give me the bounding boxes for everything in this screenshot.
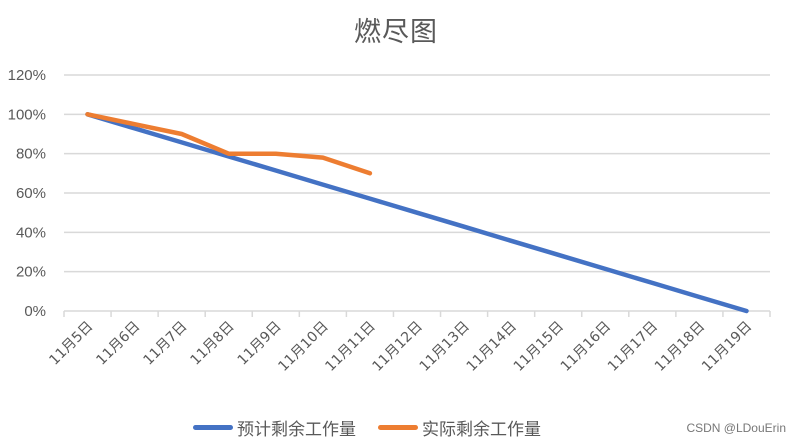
y-tick-label: 120% (8, 67, 46, 84)
x-tick-label: 11月7日 (140, 319, 190, 369)
x-tick-label: 11月14日 (464, 319, 520, 375)
x-tick-label: 11月6日 (93, 319, 143, 369)
x-tick-label: 11月5日 (46, 319, 96, 369)
x-tick-label: 11月10日 (275, 319, 331, 375)
watermark: CSDN @LDouErin (686, 421, 786, 435)
legend-swatch-actual (378, 425, 418, 430)
x-tick-label: 11月11日 (322, 319, 378, 375)
x-tick-label: 11月13日 (417, 319, 473, 375)
x-tick-label: 11月16日 (558, 319, 614, 375)
chart-title: 燃尽图 (354, 17, 438, 48)
y-tick-label: 80% (16, 146, 46, 163)
legend: 预计剩余工作量 实际剩余工作量 (193, 415, 541, 440)
x-tick-label: 11月8日 (188, 319, 238, 369)
series-lines (85, 112, 749, 314)
x-tick-label: 11月12日 (370, 319, 426, 375)
series-line-planned (85, 112, 749, 314)
legend-item-actual: 实际剩余工作量 (378, 415, 541, 440)
series-line-actual (85, 112, 373, 176)
x-tick-label: 11月17日 (605, 319, 661, 375)
y-tick-label: 40% (16, 224, 46, 241)
legend-item-planned: 预计剩余工作量 (193, 415, 356, 440)
x-tick-label: 11月19日 (699, 319, 755, 375)
x-tick-label: 11月15日 (511, 319, 567, 375)
gridlines (64, 74, 770, 312)
y-tick-label: 20% (16, 264, 46, 281)
x-tick-label: 11月18日 (652, 319, 708, 375)
y-axis-labels: 0% 20% 40% 60% 80% 100% 120% (8, 67, 46, 320)
y-tick-label: 100% (8, 106, 46, 123)
legend-label-actual: 实际剩余工作量 (422, 420, 541, 440)
legend-label-planned: 预计剩余工作量 (237, 420, 356, 440)
y-tick-label: 0% (24, 303, 46, 320)
x-axis: 11月5日11月6日11月7日11月8日11月9日11月10日11月11日11月… (46, 311, 771, 375)
y-tick-label: 60% (16, 185, 46, 202)
legend-swatch-planned (193, 425, 233, 430)
